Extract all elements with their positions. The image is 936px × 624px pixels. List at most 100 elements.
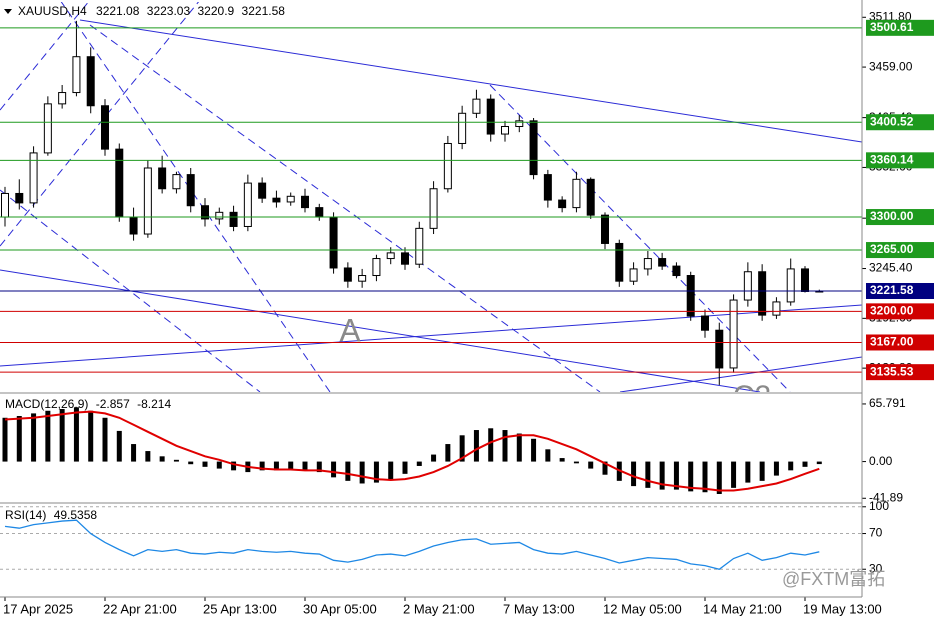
macd-bar (73, 407, 79, 462)
candle-body (701, 315, 709, 331)
macd-bar (702, 461, 708, 493)
candle-body (643, 258, 652, 270)
annotation: C2 (733, 380, 771, 413)
macd-bar (16, 416, 22, 462)
candle-body (315, 207, 324, 218)
macd-bar (602, 461, 608, 475)
candle-body (801, 268, 809, 292)
macd-bar (431, 454, 437, 462)
macd-bar (402, 461, 408, 474)
candle-body (286, 195, 295, 203)
candle-body (229, 211, 238, 227)
candle-body (401, 252, 409, 265)
candle-body (758, 271, 767, 316)
candle-body (572, 178, 581, 209)
macd-bar (502, 430, 508, 462)
macd-bar (173, 459, 179, 462)
candle-body (186, 174, 195, 207)
low-price: 3220.9 (198, 4, 235, 18)
macd-bar (673, 461, 679, 490)
level-label-box (866, 209, 934, 226)
level-label-box (866, 19, 934, 36)
candle-body (772, 301, 781, 316)
level-label-box (866, 152, 934, 169)
candle-body (215, 211, 224, 220)
candle-body (243, 182, 252, 227)
y-tick-label: 3459.00 (869, 59, 913, 73)
candle-body (172, 174, 181, 190)
macd-bar (531, 438, 537, 462)
candle-body (601, 214, 609, 244)
macd-bar (102, 417, 108, 462)
level-label-box (866, 303, 934, 320)
candle-body (201, 205, 209, 220)
macd-bar (688, 461, 694, 492)
candle-body (443, 142, 452, 190)
candle-body (529, 120, 538, 176)
macd-bar (816, 461, 822, 465)
macd-bar (345, 461, 351, 481)
macd-bar (202, 461, 208, 467)
high-price: 3223.03 (147, 4, 191, 18)
level-label: 3400.52 (870, 114, 914, 128)
macd-bar (159, 456, 165, 462)
candle-body (729, 299, 738, 369)
x-tick-label: 17 Apr 2025 (3, 601, 73, 616)
macd-header: MACD(12,26,9) -2.857 -8.214 (5, 397, 171, 411)
candle-body (686, 275, 695, 317)
trendline (619, 356, 862, 392)
macd-title: MACD(12,26,9) (5, 397, 88, 411)
macd-bar (745, 461, 751, 483)
candle-body (415, 227, 424, 265)
trendlines (0, 2, 862, 392)
macd-bar (488, 428, 494, 462)
y-tick-label: 3245.40 (869, 261, 913, 275)
candle-body (372, 258, 381, 277)
open-price: 3221.08 (96, 4, 140, 18)
candle-body (343, 267, 352, 282)
macd-bar (288, 461, 294, 470)
level-label: 3300.00 (870, 209, 914, 223)
candle-body (472, 98, 481, 114)
candle-body (115, 148, 124, 218)
macd-bar (773, 461, 779, 476)
signal-line (4, 410, 820, 492)
trendline (60, 2, 331, 392)
macd-bar (731, 461, 737, 488)
macd-bar (373, 461, 379, 483)
candle-body (129, 216, 138, 235)
macd-bar (302, 461, 308, 471)
macd-bar (445, 444, 451, 462)
macd-bar (231, 461, 237, 471)
rsi-value: 49.5358 (54, 508, 98, 522)
level-label-box (866, 364, 934, 381)
candle-body (329, 216, 338, 269)
trendline (0, 189, 261, 392)
macd-bar (516, 433, 522, 462)
candle-body (43, 103, 52, 154)
trendline (489, 84, 791, 392)
macd-bar (559, 458, 565, 462)
candle-body (515, 120, 524, 127)
candle-body (143, 167, 152, 235)
macd-bar (759, 461, 765, 481)
macd-bar (788, 461, 794, 471)
macd-bar (802, 461, 808, 467)
level-label: 3200.00 (870, 304, 914, 318)
candle-body (15, 192, 24, 204)
y-tick-label: 30 (869, 561, 883, 575)
y-tick-label: 100 (869, 499, 889, 513)
macd-bar (359, 461, 365, 484)
x-tick-label: 2 May 21:00 (403, 601, 475, 616)
macd-bar (416, 461, 422, 466)
macd-bar (88, 410, 94, 462)
menu-arrow[interactable] (4, 9, 12, 14)
candle-body (429, 188, 438, 229)
x-tick-label: 25 Apr 13:00 (203, 601, 277, 616)
candle-body (586, 178, 595, 216)
macd-bar (59, 409, 65, 462)
macd-bar (573, 461, 579, 464)
candle-body (258, 182, 267, 199)
